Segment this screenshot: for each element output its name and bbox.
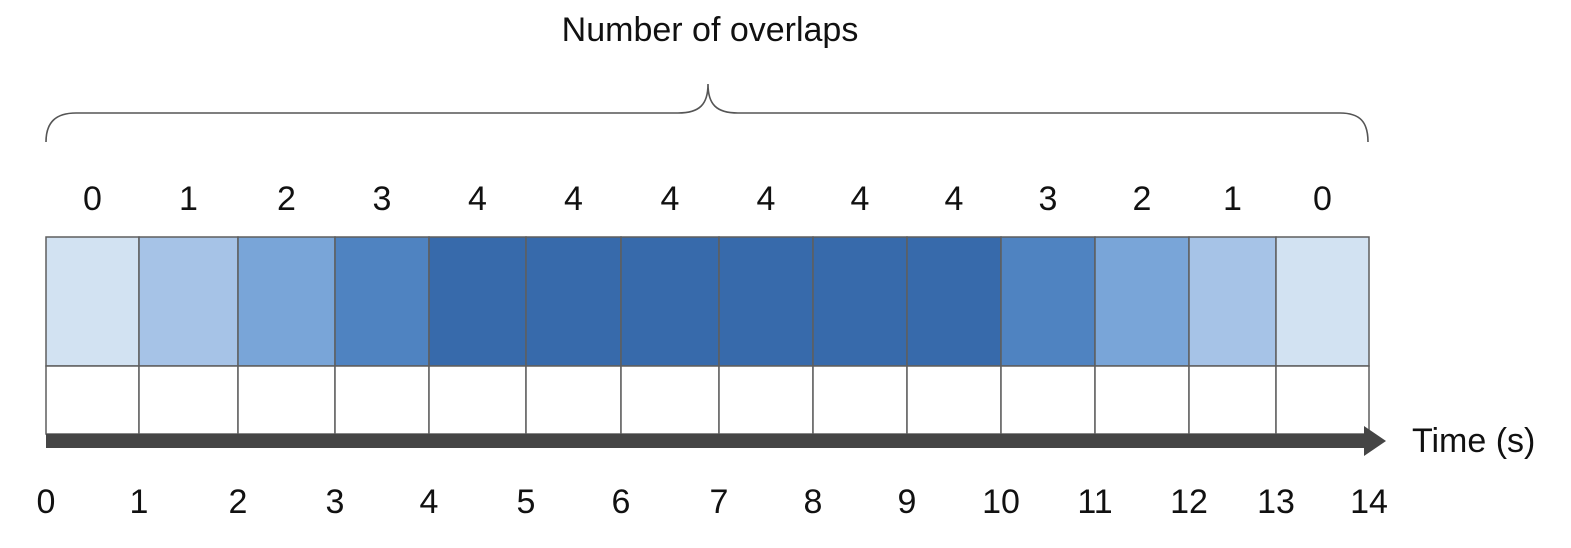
overlap-count-label: 4	[851, 180, 870, 218]
time-axis-bar	[46, 434, 1366, 448]
empty-cell	[428, 365, 527, 435]
overlap-count-label: 4	[757, 180, 776, 218]
empty-cell	[620, 365, 720, 435]
overlap-cells-row	[45, 236, 1370, 367]
overlap-cell	[718, 236, 814, 367]
overlap-cell	[138, 236, 239, 367]
time-tick-label: 5	[517, 483, 536, 521]
empty-cell	[718, 365, 814, 435]
overlap-cell	[237, 236, 336, 367]
overlap-count-label: 0	[1313, 180, 1332, 218]
overlap-cell	[1275, 236, 1370, 367]
empty-cell	[138, 365, 239, 435]
empty-cell	[1188, 365, 1277, 435]
overlap-cell	[1188, 236, 1277, 367]
time-axis-label: Time (s)	[1412, 422, 1535, 460]
overlap-cell	[812, 236, 908, 367]
overlap-cell	[428, 236, 527, 367]
empty-cell	[45, 365, 140, 435]
empty-cell	[525, 365, 622, 435]
empty-cell	[237, 365, 336, 435]
time-tick-label: 14	[1350, 483, 1388, 521]
overlap-count-label: 2	[277, 180, 296, 218]
overlap-count-label: 2	[1133, 180, 1152, 218]
overlap-count-label: 1	[179, 180, 198, 218]
overlap-cell	[525, 236, 622, 367]
time-tick-label: 9	[898, 483, 917, 521]
overlap-count-labels: 0 1 2 3 4 4 4 4 4 4 3 2 1 0	[83, 180, 1332, 218]
overlap-count-label: 4	[661, 180, 680, 218]
time-tick-label: 3	[326, 483, 345, 521]
overlap-cell	[620, 236, 720, 367]
overlap-brace	[45, 83, 1369, 143]
time-axis-arrowhead	[1364, 426, 1386, 456]
time-tick-label: 2	[229, 483, 248, 521]
empty-cell	[812, 365, 908, 435]
overlap-count-label: 4	[564, 180, 583, 218]
empty-cell	[1000, 365, 1096, 435]
time-tick-label: 10	[982, 483, 1020, 521]
diagram-title: Number of overlaps	[562, 11, 859, 49]
overlap-count-label: 3	[1039, 180, 1058, 218]
overlap-count-label: 3	[373, 180, 392, 218]
time-tick-label: 13	[1257, 483, 1295, 521]
time-tick-labels: 0 1 2 3 4 5 6 7 8 9 10 11 12 13 14	[37, 483, 1388, 521]
overlap-count-label: 1	[1223, 180, 1242, 218]
time-tick-label: 7	[710, 483, 729, 521]
overlap-cell	[45, 236, 140, 367]
overlap-count-label: 4	[468, 180, 487, 218]
time-tick-label: 6	[612, 483, 631, 521]
time-tick-label: 1	[130, 483, 149, 521]
time-tick-label: 8	[804, 483, 823, 521]
overlap-cell	[1000, 236, 1096, 367]
time-tick-label: 11	[1077, 483, 1112, 521]
time-tick-label: 12	[1170, 483, 1208, 521]
overlap-cell	[906, 236, 1002, 367]
overlap-cell	[334, 236, 430, 367]
empty-cell	[1275, 365, 1370, 435]
overlap-count-label: 4	[945, 180, 964, 218]
empty-cell	[334, 365, 430, 435]
overlap-cell	[1094, 236, 1190, 367]
empty-cell	[1094, 365, 1190, 435]
overlap-count-label: 0	[83, 180, 102, 218]
empty-cells-row	[45, 365, 1370, 435]
empty-cell	[906, 365, 1002, 435]
time-tick-label: 0	[37, 483, 56, 521]
time-tick-label: 4	[420, 483, 439, 521]
time-axis	[46, 426, 1386, 456]
